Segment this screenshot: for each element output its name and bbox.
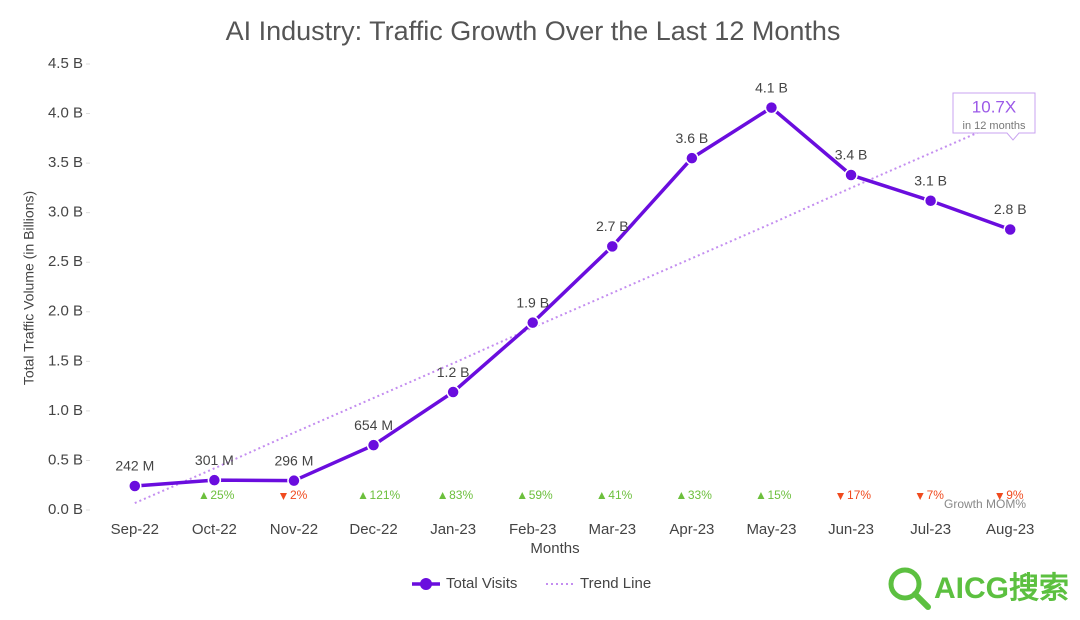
data-label: 1.9 B xyxy=(516,294,549,310)
y-tick-label: 2.5 B xyxy=(48,253,83,270)
series-line xyxy=(134,105,1011,488)
y-tick-label: 1.0 B xyxy=(48,402,83,419)
x-tick-label: Jun-23 xyxy=(828,521,874,538)
x-tick-label: Jan-23 xyxy=(430,521,476,538)
y-tick-label: 0.0 B xyxy=(48,501,83,518)
y-tick-label: 3.5 B xyxy=(48,154,83,171)
x-tick-label: Mar-23 xyxy=(589,521,637,538)
y-tick-label: 3.0 B xyxy=(48,204,83,221)
data-label: 3.6 B xyxy=(676,130,709,146)
growth-label: 2% xyxy=(290,488,308,502)
growth-label: 41% xyxy=(608,488,632,502)
watermark-icon xyxy=(888,567,922,601)
growth-label: 7% xyxy=(927,488,945,502)
growth-arrow xyxy=(837,493,845,500)
x-tick-label: Apr-23 xyxy=(669,521,714,538)
growth-arrow xyxy=(996,493,1004,500)
growth-arrow xyxy=(518,492,526,499)
legend-swatch xyxy=(420,578,432,590)
watermark-icon xyxy=(912,591,931,610)
x-axis-label: Months xyxy=(530,540,579,557)
x-tick-label: May-23 xyxy=(746,521,796,538)
growth-label: 15% xyxy=(767,488,791,502)
growth-arrow xyxy=(279,493,287,500)
data-label: 296 M xyxy=(274,452,313,468)
y-axis-label: Total Traffic Volume (in Billions) xyxy=(21,191,37,385)
watermark: AICG搜索 xyxy=(934,572,1069,605)
growth-label: 33% xyxy=(688,488,712,502)
x-tick-label: Feb-23 xyxy=(509,521,557,538)
growth-label: 121% xyxy=(370,488,401,502)
x-tick-label: Dec-22 xyxy=(349,521,397,538)
growth-label: 17% xyxy=(847,488,871,502)
y-tick-label: 4.5 B xyxy=(48,55,83,72)
data-point xyxy=(923,194,938,208)
data-point xyxy=(764,100,779,115)
growth-arrow xyxy=(439,492,447,499)
data-point xyxy=(366,438,381,452)
growth-caption: Growth MOM% xyxy=(944,497,1026,511)
growth-arrow xyxy=(757,492,765,499)
data-point xyxy=(1003,222,1017,237)
data-point xyxy=(685,151,699,165)
growth-label: 25% xyxy=(210,488,234,502)
x-tick-label: Sep-22 xyxy=(111,521,159,538)
growth-arrow xyxy=(677,492,685,499)
y-tick-label: 0.5 B xyxy=(48,451,83,468)
data-point xyxy=(605,239,620,254)
trend-line xyxy=(134,117,1011,504)
legend-label: Trend Line xyxy=(580,575,651,592)
data-label: 4.1 B xyxy=(755,79,788,95)
data-label: 1.2 B xyxy=(437,364,470,380)
data-label: 242 M xyxy=(115,458,154,474)
data-point xyxy=(844,168,858,182)
x-tick-label: Jul-23 xyxy=(910,521,951,538)
growth-label: 9% xyxy=(1006,488,1024,502)
growth-arrow xyxy=(598,492,606,499)
annotation-text: 10.7X xyxy=(972,97,1016,116)
data-point xyxy=(446,385,460,399)
data-label: 2.8 B xyxy=(994,201,1027,217)
annotation-subtext: in 12 months xyxy=(963,120,1026,132)
growth-arrow xyxy=(916,493,924,500)
x-tick-label: Aug-23 xyxy=(986,521,1034,538)
data-label: 3.1 B xyxy=(914,172,947,188)
x-tick-label: Oct-22 xyxy=(192,521,237,538)
data-point xyxy=(287,473,301,488)
y-tick-label: 2.0 B xyxy=(48,303,83,320)
data-point xyxy=(525,315,540,330)
data-label: 2.7 B xyxy=(596,218,629,234)
x-tick-label: Nov-22 xyxy=(270,521,318,538)
chart-title: AI Industry: Traffic Growth Over the Las… xyxy=(226,16,841,46)
data-point xyxy=(128,479,142,493)
legend-label: Total Visits xyxy=(446,575,517,592)
growth-arrow xyxy=(200,492,208,499)
growth-arrow xyxy=(359,492,367,499)
y-tick-label: 4.0 B xyxy=(48,105,83,122)
growth-label: 83% xyxy=(449,488,473,502)
data-label: 654 M xyxy=(354,417,393,433)
data-point xyxy=(207,473,222,487)
data-label: 301 M xyxy=(195,452,234,468)
annotation-box xyxy=(952,92,1036,141)
data-label: 3.4 B xyxy=(835,147,868,163)
growth-label: 59% xyxy=(529,488,553,502)
y-tick-label: 1.5 B xyxy=(48,352,83,369)
